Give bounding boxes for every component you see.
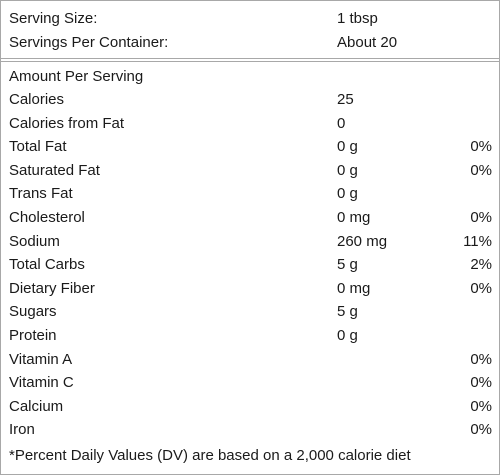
section-divider [1, 58, 499, 62]
servings-per-container-label: Servings Per Container: [9, 34, 169, 51]
nutrient-amount: 0 g [337, 327, 358, 344]
serving-size-value: 1 tbsp [337, 10, 378, 27]
nutrient-name: Dietary Fiber [9, 279, 95, 297]
nutrient-amount: 260 mg [337, 232, 388, 250]
nutrient-name: Calories from Fat [9, 114, 125, 132]
nutrient-row: Saturated Fat 0 g 0% [1, 159, 499, 182]
nutrient-name: Vitamin A [9, 350, 73, 368]
nutrient-row: Sugars 5 g [1, 300, 499, 323]
nutrient-row: Total Carbs 5 g 2% [1, 253, 499, 276]
nutrient-amount: 5 g [337, 256, 358, 274]
nutrient-row: Total Fat 0 g 0% [1, 135, 499, 158]
nutrient-name: Total Carbs [9, 256, 85, 274]
nutrient-amount: 0 g [337, 185, 358, 203]
nutrient-daily-value: 0% [470, 138, 492, 156]
nutrient-name: Protein [9, 327, 57, 344]
serving-size-label: Serving Size: [9, 10, 98, 27]
nutrient-name: Vitamin C [9, 374, 74, 392]
nutrient-name: Iron [9, 421, 35, 439]
nutrient-name: Calories [9, 91, 65, 108]
nutrient-amount: 0 mg [337, 279, 371, 297]
nutrient-amount: 0 g [337, 138, 358, 156]
nutrient-row: Calories from Fat 0 [1, 112, 499, 135]
amount-per-serving-heading: Amount Per Serving [1, 65, 499, 88]
nutrient-row: Calories 25 [1, 88, 499, 111]
nutrient-row: Calcium 0% [1, 395, 499, 418]
nutrient-daily-value: 0% [470, 350, 492, 368]
nutrient-row: Dietary Fiber 0 mg 0% [1, 277, 499, 300]
nutrient-amount: 0 [337, 114, 346, 132]
nutrient-amount: 0 g [337, 161, 358, 179]
nutrient-row: Trans Fat 0 g [1, 182, 499, 205]
nutrient-daily-value: 0% [470, 279, 492, 297]
nutrient-name: Cholesterol [9, 209, 85, 226]
nutrient-name: Calcium [9, 397, 64, 415]
nutrient-name: Saturated Fat [9, 161, 100, 179]
serving-size-row: Serving Size: 1 tbsp [1, 7, 499, 30]
nutrient-daily-value: 0% [470, 397, 492, 415]
nutrient-amount: 0 mg [337, 209, 371, 226]
serving-info: Serving Size: 1 tbsp Servings Per Contai… [1, 1, 499, 58]
nutrient-daily-value: 0% [470, 161, 492, 179]
nutrient-row: Cholesterol 0 mg 0% [1, 206, 499, 229]
nutrient-name: Trans Fat [9, 185, 73, 203]
servings-per-container-value: About 20 [337, 34, 398, 51]
nutrient-name: Sodium [9, 232, 60, 250]
nutrient-daily-value: 0% [470, 209, 492, 226]
amount-per-serving-label: Amount Per Serving [9, 68, 144, 85]
nutrient-daily-value: 2% [470, 256, 492, 274]
nutrient-row: Vitamin C 0% [1, 371, 499, 394]
nutrient-row: Sodium 260 mg 11% [1, 230, 499, 253]
servings-per-container-row: Servings Per Container: About 20 [1, 31, 499, 54]
nutrient-name: Total Fat [9, 138, 67, 156]
nutrient-row: Protein 0 g [1, 324, 499, 347]
nutrient-daily-value: 0% [470, 374, 492, 392]
nutrient-amount: 5 g [337, 303, 358, 321]
nutrient-daily-value: 0% [470, 421, 492, 439]
nutrient-amount: 25 [337, 91, 354, 108]
daily-value-footnote: *Percent Daily Values (DV) are based on … [9, 447, 411, 464]
nutrient-daily-value: 11% [463, 232, 492, 250]
nutrient-name: Sugars [9, 303, 57, 321]
nutrient-row: Iron 0% [1, 418, 499, 441]
nutrient-row: Vitamin A 0% [1, 348, 499, 371]
